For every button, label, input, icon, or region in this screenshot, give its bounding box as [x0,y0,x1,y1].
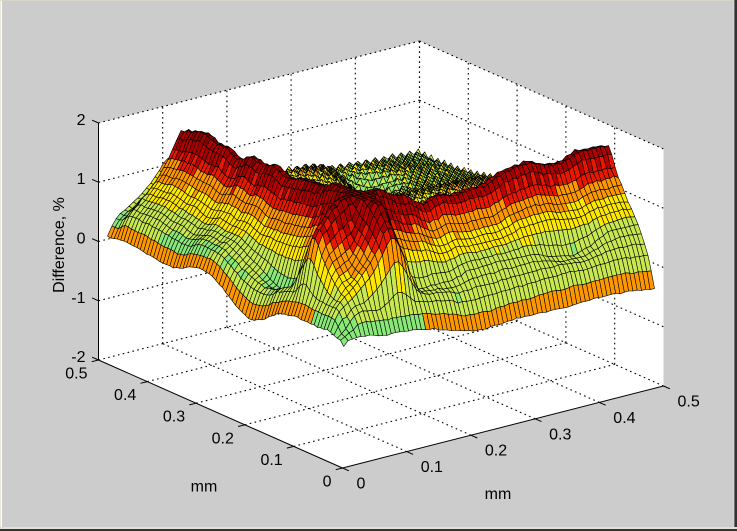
svg-text:0.3: 0.3 [549,426,571,443]
svg-text:-1: -1 [71,290,85,307]
svg-text:0.1: 0.1 [260,452,282,469]
svg-text:-2: -2 [71,349,85,366]
svg-text:1: 1 [77,171,86,188]
svg-text:0: 0 [357,476,366,493]
svg-text:0.1: 0.1 [421,459,443,476]
svg-text:0: 0 [323,474,332,491]
svg-text:0.3: 0.3 [163,409,185,426]
svg-text:2: 2 [77,112,86,129]
svg-text:0.4: 0.4 [114,387,136,404]
svg-text:mm: mm [191,479,218,496]
svg-text:0.5: 0.5 [65,366,87,383]
svg-text:mm: mm [485,486,512,503]
svg-text:0.2: 0.2 [212,430,234,447]
svg-text:Difference, %: Difference, % [51,197,68,293]
svg-text:0.5: 0.5 [678,394,700,411]
svg-text:0: 0 [77,231,86,248]
svg-text:0.2: 0.2 [485,443,507,460]
svg-text:0.4: 0.4 [613,410,635,427]
